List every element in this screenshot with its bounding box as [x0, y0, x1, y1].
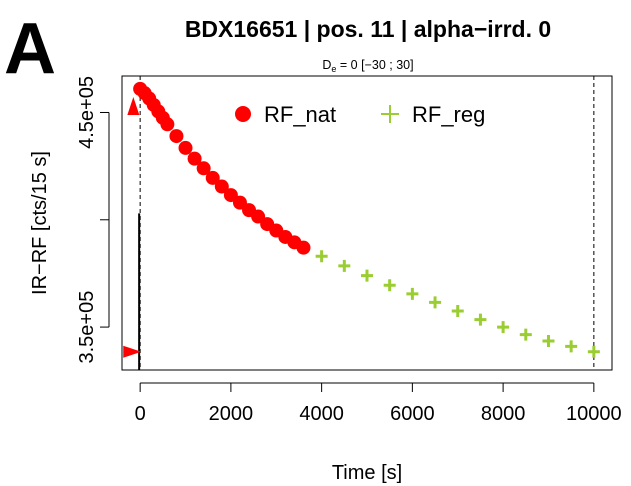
rf-reg-point	[361, 269, 373, 282]
chart-title: BDX16651 | pos. 11 | alpha−irrd. 0	[185, 16, 551, 42]
y-axis: 3.5e+05 4.5e+05	[76, 76, 110, 364]
x-axis-label: Time [s]	[332, 462, 402, 484]
rf-reg-point	[497, 321, 510, 334]
legend-label-rf-nat: RF_nat	[264, 102, 336, 127]
subtitle-rest: = 0 [−30 ; 30]	[336, 58, 413, 72]
subtitle-base: D	[322, 58, 331, 72]
legend-marker-rf-reg	[381, 105, 399, 123]
rf-nat-point	[214, 179, 229, 194]
rf-reg-point	[315, 250, 328, 263]
rf-nat-point	[196, 161, 211, 176]
rf-nat-point	[178, 140, 193, 155]
rf-reg-point	[406, 287, 419, 300]
legend-label-rf-reg: RF_reg	[412, 102, 485, 127]
rf-reg-point	[474, 313, 487, 326]
x-axis: 0 2000 4000 6000 8000 10000	[135, 382, 622, 425]
rf-reg-point	[451, 304, 464, 317]
plot-frame	[121, 75, 613, 371]
rf-reg-point	[565, 340, 578, 353]
x-tick-label: 4000	[299, 403, 344, 425]
y-tick-label: 4.5e+05	[76, 76, 98, 149]
x-tick-label: 2000	[209, 403, 254, 425]
x-tick-label: 10000	[566, 403, 622, 425]
x-tick-label: 8000	[481, 403, 526, 425]
rf-nat-point	[187, 151, 202, 166]
rf-reg-point	[383, 279, 396, 292]
plot-area	[123, 76, 600, 370]
rf-reg-point	[587, 345, 600, 358]
rf-reg-point	[519, 328, 532, 341]
panel-letter: A	[4, 9, 56, 89]
rf-nat-point	[205, 170, 220, 185]
subtitle-subscript: e	[331, 64, 336, 74]
rf-nat-point	[169, 129, 184, 144]
x-tick-label: 0	[135, 403, 146, 425]
rf-reg-point	[338, 259, 351, 272]
rf-nat-point	[296, 240, 311, 255]
y-tick-label: 3.5e+05	[76, 291, 98, 364]
legend: RF_nat RF_reg	[235, 102, 485, 127]
rf-reg-point	[429, 296, 442, 309]
y-axis-label: IR−RF [cts/15 s]	[29, 151, 51, 295]
legend-marker-rf-nat	[235, 106, 251, 122]
x-tick-label: 6000	[390, 403, 435, 425]
rf-nat-marker	[127, 97, 140, 116]
rf-reg-marker	[123, 345, 142, 358]
rf-nat-point	[160, 117, 175, 132]
chart-subtitle: De = 0 [−30 ; 30]	[322, 58, 413, 74]
rf-reg-point	[542, 335, 555, 348]
